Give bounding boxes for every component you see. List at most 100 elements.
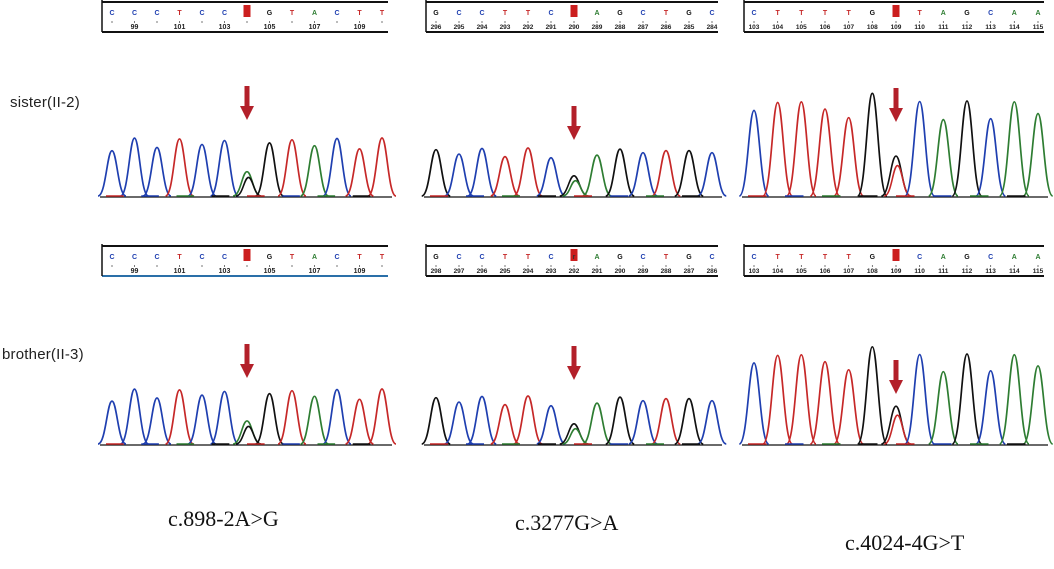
base-call-label: A (941, 10, 946, 17)
base-call-label: C (709, 254, 714, 261)
trace-peak (367, 137, 397, 197)
trace-peak (738, 362, 770, 445)
trace-peak (97, 149, 127, 197)
position-label: 296 (431, 24, 442, 31)
mutation-arrow-sister-shaft (244, 86, 250, 108)
position-label: 107 (843, 268, 854, 275)
trace-peak (951, 353, 983, 445)
mutation-site-marker (892, 249, 900, 261)
base-call-label: C (199, 10, 204, 17)
base-call-label: C (751, 254, 756, 261)
trace-peak (697, 399, 727, 445)
base-call-label: G (433, 10, 439, 17)
position-label: 288 (615, 24, 626, 31)
trace-peak (833, 116, 865, 197)
trace-peak (119, 388, 150, 445)
position-label: 107 (843, 24, 854, 31)
trace-peak (444, 401, 474, 445)
het-peak-2 (562, 427, 589, 445)
trace-peak (628, 399, 658, 445)
position-label: 110 (914, 24, 925, 31)
base-call-label: C (154, 254, 159, 261)
trace-peak (904, 353, 936, 445)
position-label: 290 (615, 268, 626, 275)
position-label: 101 (174, 268, 186, 275)
trace-peak (762, 101, 794, 197)
base-call-label: T (380, 10, 385, 17)
base-call-label: G (617, 10, 623, 17)
position-label: 292 (569, 268, 580, 275)
base-call-label: C (456, 10, 461, 17)
position-label: 284 (707, 24, 718, 31)
base-call-label: T (177, 254, 182, 261)
position-label: 111 (938, 24, 949, 31)
trace-peak (119, 137, 150, 197)
mutation-arrow-sister-head (240, 106, 254, 120)
base-call-label: A (1012, 10, 1017, 17)
position-label: 105 (264, 24, 276, 31)
row-label-sister: sister(II-2) (10, 94, 80, 111)
base-call-label: T (847, 10, 852, 17)
base-call-label: T (823, 254, 828, 261)
base-call-label: T (526, 254, 531, 261)
trace-peak (444, 153, 474, 197)
base-call-label: G (267, 10, 273, 17)
trace-peak (536, 404, 566, 445)
trace-peak (1022, 365, 1054, 445)
mutation-arrow-brother-shaft (244, 344, 250, 366)
base-call-label: C (222, 10, 227, 17)
het-peak-2 (235, 176, 262, 197)
trace-peak (187, 394, 217, 445)
trace-peak (367, 388, 397, 445)
position-label: 107 (309, 268, 321, 275)
position-label: 112 (962, 268, 973, 275)
trace-peak (512, 395, 544, 445)
mutation-arrow-sister-shaft (893, 88, 899, 110)
trace-peak (142, 146, 172, 197)
position-label: 295 (454, 24, 465, 31)
trace-peak (187, 143, 217, 197)
trace-peak (762, 354, 794, 445)
base-call-label: G (267, 254, 273, 261)
position-label: 111 (938, 268, 949, 275)
position-label: 104 (772, 24, 783, 31)
mutation-label-3: c.4024-4G>T (845, 530, 965, 555)
trace-peak (975, 369, 1007, 445)
trace-peak (697, 151, 727, 197)
trace-peak (345, 398, 374, 445)
base-call-label: C (334, 254, 339, 261)
base-call-label: T (177, 10, 182, 17)
trace-peak (738, 109, 770, 197)
position-label: 287 (684, 268, 695, 275)
base-call-label: A (1012, 254, 1017, 261)
base-call-label: G (870, 254, 876, 261)
position-label: 108 (867, 268, 878, 275)
position-label: 101 (174, 24, 186, 31)
row-label-brother: brother(II-3) (2, 346, 84, 363)
base-call-label: T (503, 10, 508, 17)
trace-peak (674, 149, 704, 197)
position-label: 112 (962, 24, 973, 31)
trace-peak (604, 396, 636, 445)
mutation-arrow-brother-shaft (893, 360, 899, 382)
position-label: 297 (454, 268, 465, 275)
trace-peak (466, 395, 498, 445)
position-label: 109 (354, 268, 366, 275)
base-call-label: T (799, 10, 804, 17)
position-label: 113 (985, 24, 996, 31)
base-call-label: T (823, 10, 828, 17)
trace-peak (209, 390, 240, 445)
base-call-label: T (664, 254, 669, 261)
base-call-label: A (941, 254, 946, 261)
base-call-label: C (479, 254, 484, 261)
position-label: 106 (820, 268, 831, 275)
position-label: 290 (569, 24, 580, 31)
trace-peak (254, 142, 285, 197)
base-call-label: C (109, 254, 114, 261)
trace-peak (466, 147, 498, 197)
base-call-label: C (199, 254, 204, 261)
trace-peak (277, 389, 307, 445)
base-call-label: G (686, 254, 692, 261)
het-peak-2 (562, 179, 589, 197)
trace-peak (490, 155, 520, 197)
